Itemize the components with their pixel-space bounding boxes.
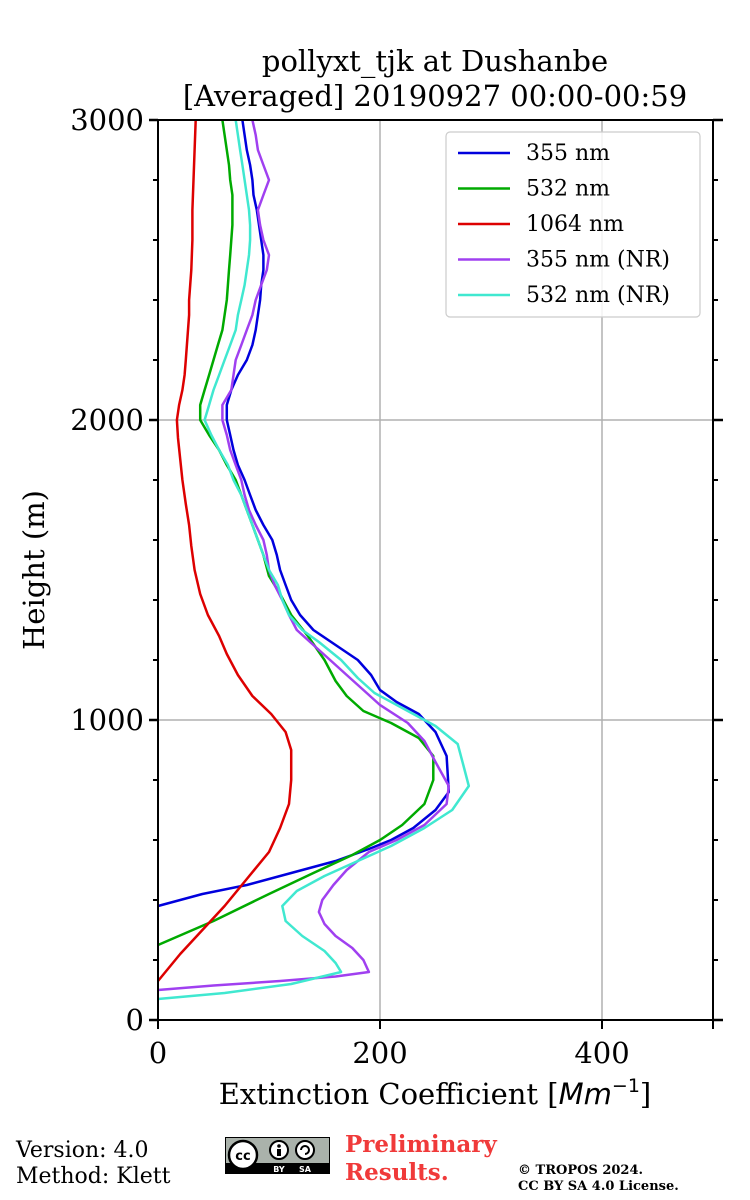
y-tick-label: 0	[126, 1003, 144, 1037]
series-line-532-nm-nr	[157, 119, 471, 1001]
plot-frame	[157, 119, 714, 1021]
cc-by-sa-icon: cc BY SA	[225, 1137, 330, 1174]
svg-text:SA: SA	[299, 1165, 312, 1174]
legend: 355 nm 532 nm 1064 nm 355 nm (NR) 532 nm (NR…	[445, 131, 701, 318]
ticks	[149, 118, 723, 1029]
y-tick-label: 1000	[70, 703, 144, 737]
series-line-355-nm	[157, 119, 451, 908]
x-axis-label-close: ]	[640, 1077, 651, 1111]
series-group	[157, 119, 471, 1001]
y-tick-label: 3000	[70, 103, 144, 137]
x-tick-label: 400	[574, 1036, 629, 1070]
y-axis-label: Height (m)	[17, 490, 51, 650]
legend-frame	[445, 131, 701, 318]
series-line-355-nm-nr	[157, 119, 451, 992]
version-info: Version: 4.0 Method: Klett	[16, 1138, 170, 1190]
preliminary-line-1: Preliminary	[345, 1131, 497, 1158]
legend-label-1064-nm: 1064 nm	[526, 212, 624, 237]
title-line-2: [Averaged] 20190927 00:00-00:59	[183, 79, 687, 113]
x-tick-label: 200	[352, 1036, 407, 1070]
series-line-1064-nm	[157, 119, 293, 982]
series-line-532-nm	[157, 119, 435, 947]
svg-text:cc: cc	[235, 1149, 250, 1164]
copyright-line-2: CC BY SA 4.0 License.	[518, 1179, 679, 1194]
preliminary-notice: Preliminary Results.	[345, 1131, 497, 1187]
copyright-line-1: © TROPOS 2024.	[518, 1163, 644, 1178]
x-axis-label-unit: Mm	[559, 1077, 612, 1111]
svg-text:BY: BY	[273, 1165, 285, 1174]
method-text: Method: Klett	[16, 1164, 171, 1189]
x-axis-label: Extinction Coefficient [Mm−1]	[219, 1075, 652, 1111]
x-axis-label-exp: −1	[612, 1075, 640, 1097]
copyright-notice: © TROPOS 2024. CC BY SA 4.0 License.	[518, 1163, 679, 1195]
legend-label-532-nm-nr: 532 nm (NR)	[526, 283, 670, 308]
legend-label-355-nm-nr: 355 nm (NR)	[526, 248, 670, 273]
tick-labels: 0 200 400 0 1000 2000 3000	[70, 103, 629, 1070]
legend-label-355-nm: 355 nm	[526, 141, 610, 166]
y-tick-label: 2000	[70, 403, 144, 437]
x-tick-label: 0	[149, 1036, 167, 1070]
title-line-1: pollyxt_tjk at Dushanbe	[262, 44, 608, 79]
preliminary-line-2: Results.	[345, 1159, 449, 1186]
x-axis-label-main: Extinction Coefficient [	[219, 1077, 559, 1111]
legend-label-532-nm: 532 nm	[526, 177, 610, 202]
version-text: Version: 4.0	[16, 1138, 149, 1163]
